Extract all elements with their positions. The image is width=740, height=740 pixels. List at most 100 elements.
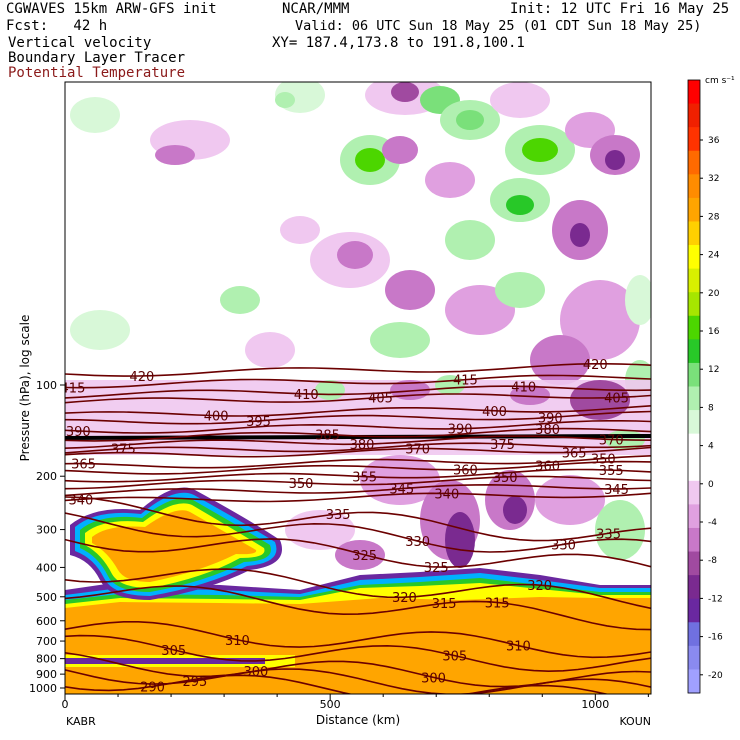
theta-contour-label: 410 — [294, 388, 319, 403]
vertical-velocity-shading — [65, 82, 651, 570]
colorbar-label: -4 — [708, 518, 717, 528]
theta-contour-label: 400 — [204, 410, 229, 425]
forecast-hour: Fcst: 42 h — [6, 18, 108, 34]
x-tick-label: 1000 — [581, 698, 609, 711]
theta-contour-340 — [65, 492, 651, 503]
theta-contour-label: 325 — [352, 549, 377, 564]
theta-contour-330 — [65, 512, 651, 553]
x-tick-label: 500 — [320, 698, 341, 711]
theta-contour-label: 330 — [405, 535, 430, 550]
theta-contour-label: 370 — [599, 433, 624, 448]
theta-contour-410 — [65, 385, 651, 399]
colorbar-swatch — [688, 410, 700, 435]
colorbar-swatch — [688, 622, 700, 647]
theta-contour-355 — [65, 468, 651, 483]
colorbar-swatch — [688, 480, 700, 505]
colorbar-swatch — [688, 457, 700, 482]
theta-contour-label: 310 — [506, 640, 531, 655]
theta-contour-label: 350 — [591, 452, 616, 467]
theta-contour-420 — [65, 363, 651, 377]
theta-contour-350 — [65, 475, 651, 490]
valid-time: Valid: 06 UTC Sun 18 May 25 (01 CDT Sun … — [295, 18, 702, 34]
theta-contour-label: 355 — [599, 464, 624, 479]
colorbar-swatch — [688, 339, 700, 364]
theta-contour-label: 340 — [434, 487, 459, 502]
theta-contour-320 — [65, 568, 651, 610]
theta-contour-305 — [65, 634, 651, 673]
y-tick-label: 1000 — [29, 682, 57, 695]
theta-contour-label: 310 — [225, 634, 250, 649]
theta-contour-310 — [65, 621, 651, 659]
theta-contour-400 — [65, 405, 651, 417]
colorbar-label: 28 — [708, 212, 720, 222]
theta-contour-295 — [65, 668, 651, 694]
colorbar-swatch — [688, 669, 700, 694]
y-tick-label: 900 — [36, 668, 57, 681]
colorbar-label: 4 — [708, 442, 714, 452]
field-potential-temperature: Potential Temperature — [8, 65, 186, 81]
colorbar-swatch — [688, 80, 700, 105]
theta-contour-375 — [65, 442, 651, 454]
y-tick-label: 800 — [36, 653, 57, 666]
theta-contour-label: 375 — [111, 443, 136, 458]
right-endpoint-label: KOUN — [619, 715, 651, 728]
colorbar-label: 36 — [708, 136, 720, 146]
theta-contour-label: 350 — [289, 477, 314, 492]
theta-contour-label: 410 — [511, 380, 536, 395]
colorbar-label: 0 — [708, 480, 714, 490]
left-endpoint-label: KABR — [66, 715, 96, 728]
theta-contour-385 — [65, 427, 651, 442]
theta-contour-label: 315 — [485, 596, 510, 611]
theta-contour-label: 330 — [551, 538, 576, 553]
theta-contour-label: 405 — [604, 391, 629, 406]
colorbar-label: -20 — [708, 671, 723, 681]
theta-contour-label: 420 — [129, 370, 154, 385]
theta-contour-label: 365 — [71, 458, 96, 473]
theta-contour-label: 360 — [535, 459, 560, 474]
theta-contour-335 — [65, 496, 651, 542]
theta-contour-label: 295 — [183, 675, 208, 690]
theta-contour-label: 345 — [389, 483, 414, 498]
y-axis-label: Pressure (hPa), log scale — [18, 315, 32, 462]
theta-contour-label: 370 — [405, 443, 430, 458]
colorbar-label: -8 — [708, 556, 717, 566]
colorbar-label: 32 — [708, 174, 719, 184]
colorbar-swatch — [688, 268, 700, 293]
theta-contour-345 — [65, 483, 651, 497]
colorbar-swatch — [688, 598, 700, 623]
colorbar-swatch — [688, 174, 700, 199]
theta-contour-label: 320 — [392, 591, 417, 606]
colorbar-swatch — [688, 386, 700, 411]
colorbar-swatch — [688, 575, 700, 600]
theta-contour-label: 305 — [442, 650, 467, 665]
theta-contour-label: 385 — [315, 429, 340, 444]
colorbar-swatch — [688, 645, 700, 670]
colorbar-swatch — [688, 150, 700, 175]
model-title: CGWAVES 15km ARW-GFS init — [6, 1, 217, 17]
theta-contour-label: 420 — [583, 358, 608, 373]
colorbar-swatch — [688, 551, 700, 576]
theta-contour-label: 290 — [140, 680, 165, 695]
theta-contour-label: 305 — [161, 644, 186, 659]
y-tick-label: 700 — [36, 635, 57, 648]
init-time: Init: 12 UTC Fri 16 May 25 — [510, 1, 730, 17]
theta-contour-label: 380 — [535, 423, 560, 438]
theta-contour-325 — [65, 538, 651, 569]
colorbar-swatch — [688, 362, 700, 387]
org-label: NCAR/MMM — [282, 1, 350, 17]
x-tick-label: 0 — [62, 698, 69, 711]
cross-section-endpoints: XY= 187.4,173.8 to 191.8,100.1 — [272, 35, 525, 51]
theta-contour-label: 345 — [604, 483, 629, 498]
colorbar-swatch — [688, 245, 700, 270]
theta-contour-380 — [65, 435, 651, 449]
theta-contour-395 — [65, 410, 651, 425]
colorbar-swatch — [688, 127, 700, 152]
colorbar-swatch — [688, 504, 700, 529]
velocity-colorbar: 36 32 28 24 20 16 12 8 4 0 -4 -8 -12 -16 -20 — [687, 79, 723, 694]
colorbar-label: -16 — [708, 633, 723, 643]
colorbar-frame — [687, 79, 701, 694]
theta-contour-390 — [65, 420, 651, 434]
